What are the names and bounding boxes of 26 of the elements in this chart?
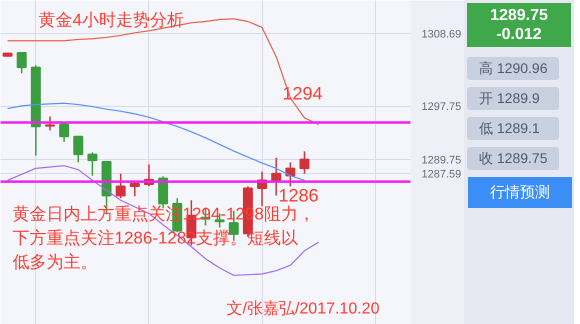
candlestick bbox=[271, 156, 282, 196]
text: 1289.75 bbox=[490, 7, 548, 24]
candlestick bbox=[130, 180, 140, 198]
text: 开 1289.9 bbox=[467, 87, 559, 110]
text: 低 1289.1 bbox=[467, 117, 559, 140]
candlestick bbox=[299, 150, 310, 174]
candlestick bbox=[285, 162, 296, 188]
text: 收 1289.75 bbox=[467, 147, 559, 170]
text: -0.012 bbox=[496, 26, 542, 43]
candlestick bbox=[87, 152, 98, 176]
y-tick-label: 1289.75 bbox=[422, 154, 462, 166]
annotation: 文/张嘉弘/2017.10.20 bbox=[226, 300, 380, 318]
text: 黄金4小时走势分析 bbox=[38, 10, 184, 30]
y-tick-label: 1297.75 bbox=[422, 101, 462, 114]
annotation: 低多为主。 bbox=[12, 252, 98, 272]
line-series bbox=[6, 165, 320, 276]
y-tick-label: 1287.59 bbox=[422, 168, 462, 181]
text: 高 1290.96 bbox=[467, 57, 559, 80]
candlestick bbox=[16, 52, 27, 74]
y-tick-label: 1308.69 bbox=[422, 28, 462, 41]
line-series bbox=[6, 102, 306, 181]
candlestick bbox=[44, 116, 55, 132]
candlestick bbox=[73, 136, 84, 164]
text: 行情预测 bbox=[468, 177, 572, 208]
candlestick bbox=[116, 172, 126, 199]
annotation: 1286 bbox=[278, 186, 319, 206]
